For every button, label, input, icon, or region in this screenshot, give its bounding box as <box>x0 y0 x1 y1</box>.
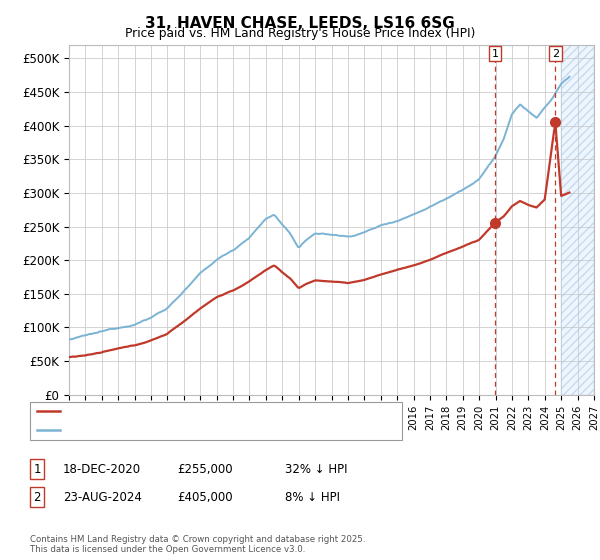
Text: Contains HM Land Registry data © Crown copyright and database right 2025.
This d: Contains HM Land Registry data © Crown c… <box>30 535 365 554</box>
Text: 2: 2 <box>34 491 41 504</box>
Text: 32% ↓ HPI: 32% ↓ HPI <box>285 463 347 476</box>
Text: HPI: Average price, detached house, Leeds: HPI: Average price, detached house, Leed… <box>64 424 298 435</box>
Bar <box>561 45 594 395</box>
Text: 8% ↓ HPI: 8% ↓ HPI <box>285 491 340 504</box>
Text: 2: 2 <box>552 49 559 59</box>
Text: 31, HAVEN CHASE, LEEDS, LS16 6SG: 31, HAVEN CHASE, LEEDS, LS16 6SG <box>145 16 455 31</box>
Text: 18-DEC-2020: 18-DEC-2020 <box>63 463 141 476</box>
Bar <box>561 45 594 395</box>
Text: Price paid vs. HM Land Registry's House Price Index (HPI): Price paid vs. HM Land Registry's House … <box>125 27 475 40</box>
Text: £255,000: £255,000 <box>177 463 233 476</box>
Text: 31, HAVEN CHASE, LEEDS, LS16 6SG (detached house): 31, HAVEN CHASE, LEEDS, LS16 6SG (detach… <box>64 407 364 417</box>
Text: £405,000: £405,000 <box>177 491 233 504</box>
Text: 1: 1 <box>34 463 41 476</box>
Text: 1: 1 <box>491 49 499 59</box>
Text: 23-AUG-2024: 23-AUG-2024 <box>63 491 142 504</box>
